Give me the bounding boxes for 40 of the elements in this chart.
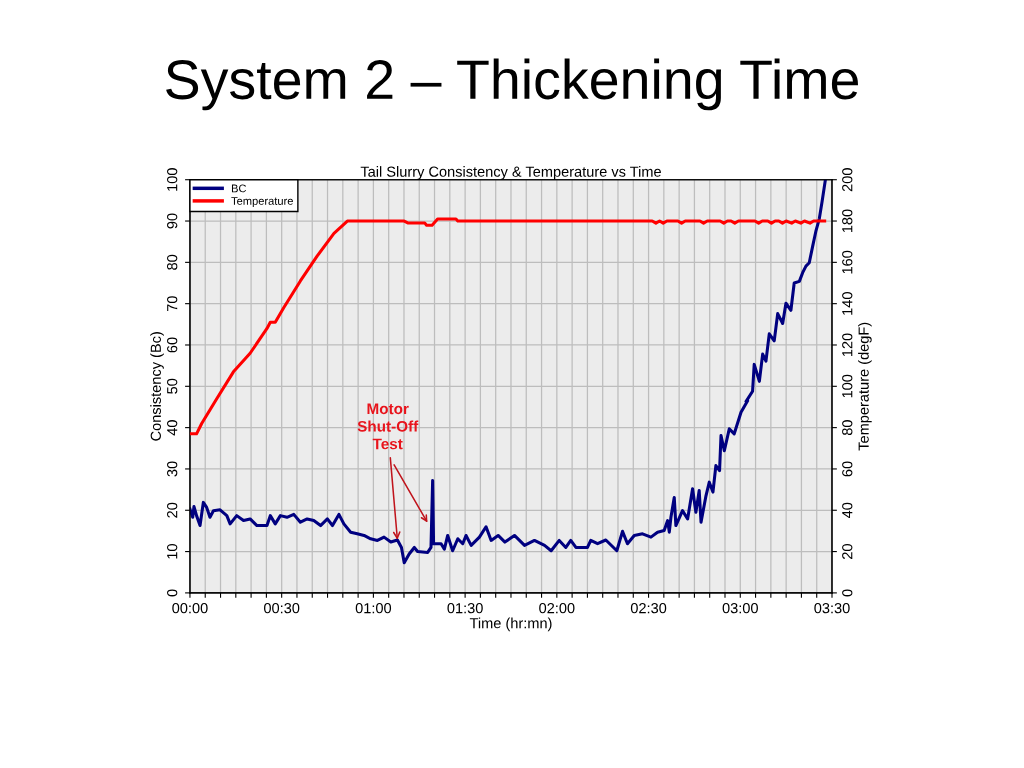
y-tick-label: 30: [167, 461, 178, 477]
chart-subtitle: Tail Slurry Consistency & Temperature vs Time: [360, 166, 661, 180]
y-tick-label: 100: [167, 168, 178, 191]
y-axis-title: Consistency (Bc): [150, 332, 164, 441]
y2-tick-label: 180: [842, 209, 853, 233]
y2-tick-label: 0: [842, 589, 853, 597]
y2-tick-label: 60: [842, 461, 853, 477]
legend-label: BC: [231, 184, 247, 193]
y-tick-label: 20: [167, 502, 178, 518]
x-tick-label: 00:00: [172, 603, 208, 614]
y-tick-label: 90: [167, 213, 178, 229]
y-tick-label: 60: [167, 337, 178, 353]
x-tick-label: 01:30: [447, 603, 483, 614]
x-tick-label: 03:00: [722, 603, 758, 614]
x-axis-title: Time (hr:mn): [469, 617, 552, 632]
y2-tick-label: 200: [842, 168, 853, 192]
y-tick-label: 50: [167, 378, 178, 394]
y-tick-label: 0: [167, 589, 178, 597]
y2-tick-label: 100: [842, 374, 853, 398]
y2-tick-label: 140: [842, 292, 853, 315]
chart-title: System 2 – Thickening Time: [166, 58, 858, 111]
y-tick-label: 40: [167, 420, 178, 436]
annotation: Motor Shut-Off Test: [357, 403, 419, 450]
y2-tick-label: 40: [842, 502, 853, 519]
y-tick-label: 70: [167, 296, 178, 312]
y2-tick-label: 20: [842, 544, 853, 559]
x-tick-label: 03:30: [814, 603, 850, 614]
line-series: [189, 217, 827, 436]
y2-tick-label: 160: [842, 250, 853, 274]
y2-tick-label: 80: [842, 420, 853, 436]
x-tick-label: 01:00: [355, 603, 392, 614]
legend-label: Temperature: [231, 197, 293, 208]
x-tick-label: 02:00: [539, 603, 575, 614]
line-series: [189, 179, 827, 565]
y-tick-label: 10: [167, 544, 178, 559]
x-tick-label: 00:30: [264, 603, 300, 614]
y2-axis-title: Temperature (degF): [858, 322, 872, 451]
y2-tick-label: 120: [842, 333, 853, 357]
y-tick-label: 80: [167, 254, 178, 270]
x-tick-label: 02:30: [630, 603, 667, 614]
